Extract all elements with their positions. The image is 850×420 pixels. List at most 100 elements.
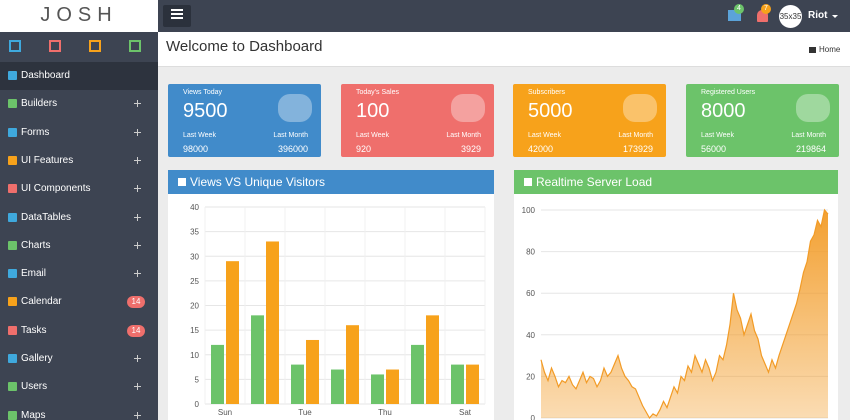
menu-icon	[8, 212, 17, 222]
y-tick-label: 20	[190, 302, 199, 311]
menu-item[interactable]: Gallery	[0, 345, 158, 373]
x-tick-label: Thu	[378, 408, 392, 417]
x-tick-label: Tue	[298, 408, 312, 417]
y-tick-label: 25	[190, 277, 199, 286]
stat-week-value: 42000	[528, 144, 554, 154]
bar	[466, 364, 479, 404]
y-tick-label: 0	[531, 414, 536, 420]
menu-label: Gallery	[21, 353, 53, 364]
bar	[371, 374, 384, 404]
breadcrumb[interactable]: Home	[819, 45, 841, 54]
page-header	[158, 32, 850, 67]
y-tick-label: 100	[522, 206, 536, 215]
toggle-bar	[171, 9, 183, 11]
menu-item[interactable]: Forms	[0, 119, 158, 147]
expand-v	[137, 411, 138, 419]
sidebar-tool[interactable]	[9, 40, 21, 52]
stat-card: Today's Sales 100 Last Week Last Month 920 39…	[341, 84, 494, 157]
x-tick-label: Sat	[459, 408, 472, 417]
user-caret	[832, 15, 838, 18]
menu-item[interactable]: Maps	[0, 402, 158, 420]
panel-title: Realtime Server Load	[536, 175, 653, 189]
stat-month-label: Last Month	[618, 132, 653, 139]
bar	[266, 241, 279, 404]
bar	[411, 344, 424, 404]
expand-v	[137, 383, 138, 391]
user-name[interactable]: Riot	[808, 10, 828, 21]
stat-value: 5000	[528, 100, 573, 122]
menu-badge: 14	[127, 296, 145, 309]
menu-badge: 14	[127, 324, 145, 337]
panel-icon	[524, 178, 532, 186]
panel-icon	[178, 178, 186, 186]
bar	[346, 325, 359, 404]
y-tick-label: 40	[526, 331, 535, 340]
y-tick-label: 20	[526, 372, 535, 381]
stat-month-value: 396000	[277, 144, 308, 154]
bar	[306, 339, 319, 404]
menu-item[interactable]: Builders	[0, 90, 158, 118]
stat-month-value: 3929	[460, 144, 481, 154]
expand-v	[137, 185, 138, 193]
stat-icon	[623, 94, 657, 122]
menu-item[interactable]: Dashboard	[0, 62, 158, 90]
expand-v	[137, 156, 138, 164]
stat-month-value: 173929	[622, 144, 653, 154]
menu-item[interactable]: Calendar 14	[0, 288, 158, 316]
menu-toggle[interactable]	[163, 5, 191, 27]
menu-label: Email	[21, 268, 47, 280]
bar	[291, 364, 304, 404]
menu-icon	[8, 99, 17, 109]
avatar[interactable]: 35x35	[779, 5, 802, 28]
messages-icon[interactable]	[728, 10, 741, 21]
menu-label: UI Components	[21, 183, 91, 195]
logo-area	[0, 0, 158, 32]
menu-item[interactable]: UI Features	[0, 147, 158, 175]
menu-item[interactable]: UI Components	[0, 175, 158, 203]
stat-week-label: Last Week	[183, 132, 216, 139]
menu-icon	[8, 127, 17, 137]
home-icon	[809, 47, 816, 53]
y-tick-label: 40	[190, 203, 199, 212]
y-tick-label: 15	[190, 326, 199, 335]
stat-week-label: Last Week	[356, 132, 389, 139]
menu-item[interactable]: DataTables	[0, 204, 158, 232]
bar	[251, 315, 264, 404]
menu-icon	[8, 297, 17, 307]
chart: 0 20 40 60 80 100	[522, 206, 829, 420]
bar	[451, 364, 464, 404]
messages-badge: 4	[734, 4, 744, 14]
menu-icon	[8, 410, 17, 420]
stat-label: Today's Sales	[356, 89, 399, 96]
alerts-icon[interactable]	[757, 10, 768, 22]
stat-card: Views Today 9500 Last Week Last Month 98000 3…	[168, 84, 321, 157]
sidebar-tool[interactable]	[49, 40, 61, 52]
stat-label: Subscribers	[528, 89, 565, 96]
expand-v	[137, 128, 138, 136]
bar	[386, 369, 399, 404]
menu-icon	[8, 71, 17, 80]
stat-week-label: Last Week	[528, 132, 561, 139]
menu-label: Calendar	[21, 296, 62, 308]
stat-icon	[796, 94, 830, 122]
expand-v	[137, 100, 138, 108]
menu-icon	[8, 155, 17, 165]
menu-item[interactable]: Email	[0, 260, 158, 288]
menu-item[interactable]: Charts	[0, 232, 158, 260]
menu-item[interactable]: Tasks 14	[0, 317, 158, 345]
bar	[331, 369, 344, 404]
stat-value: 9500	[183, 100, 228, 122]
y-tick-label: 60	[526, 289, 535, 298]
toggle-bar	[171, 13, 183, 15]
menu-label: Forms	[21, 126, 50, 138]
menu-label: Builders	[21, 98, 58, 110]
expand-v	[137, 270, 138, 278]
menu-label: DataTables	[21, 211, 72, 223]
stat-label: Views Today	[183, 89, 223, 96]
bar	[211, 344, 224, 404]
sidebar-tool[interactable]	[89, 40, 101, 52]
panel-heading	[514, 170, 838, 194]
sidebar-tool[interactable]	[129, 40, 141, 52]
menu-item[interactable]: Users	[0, 373, 158, 401]
